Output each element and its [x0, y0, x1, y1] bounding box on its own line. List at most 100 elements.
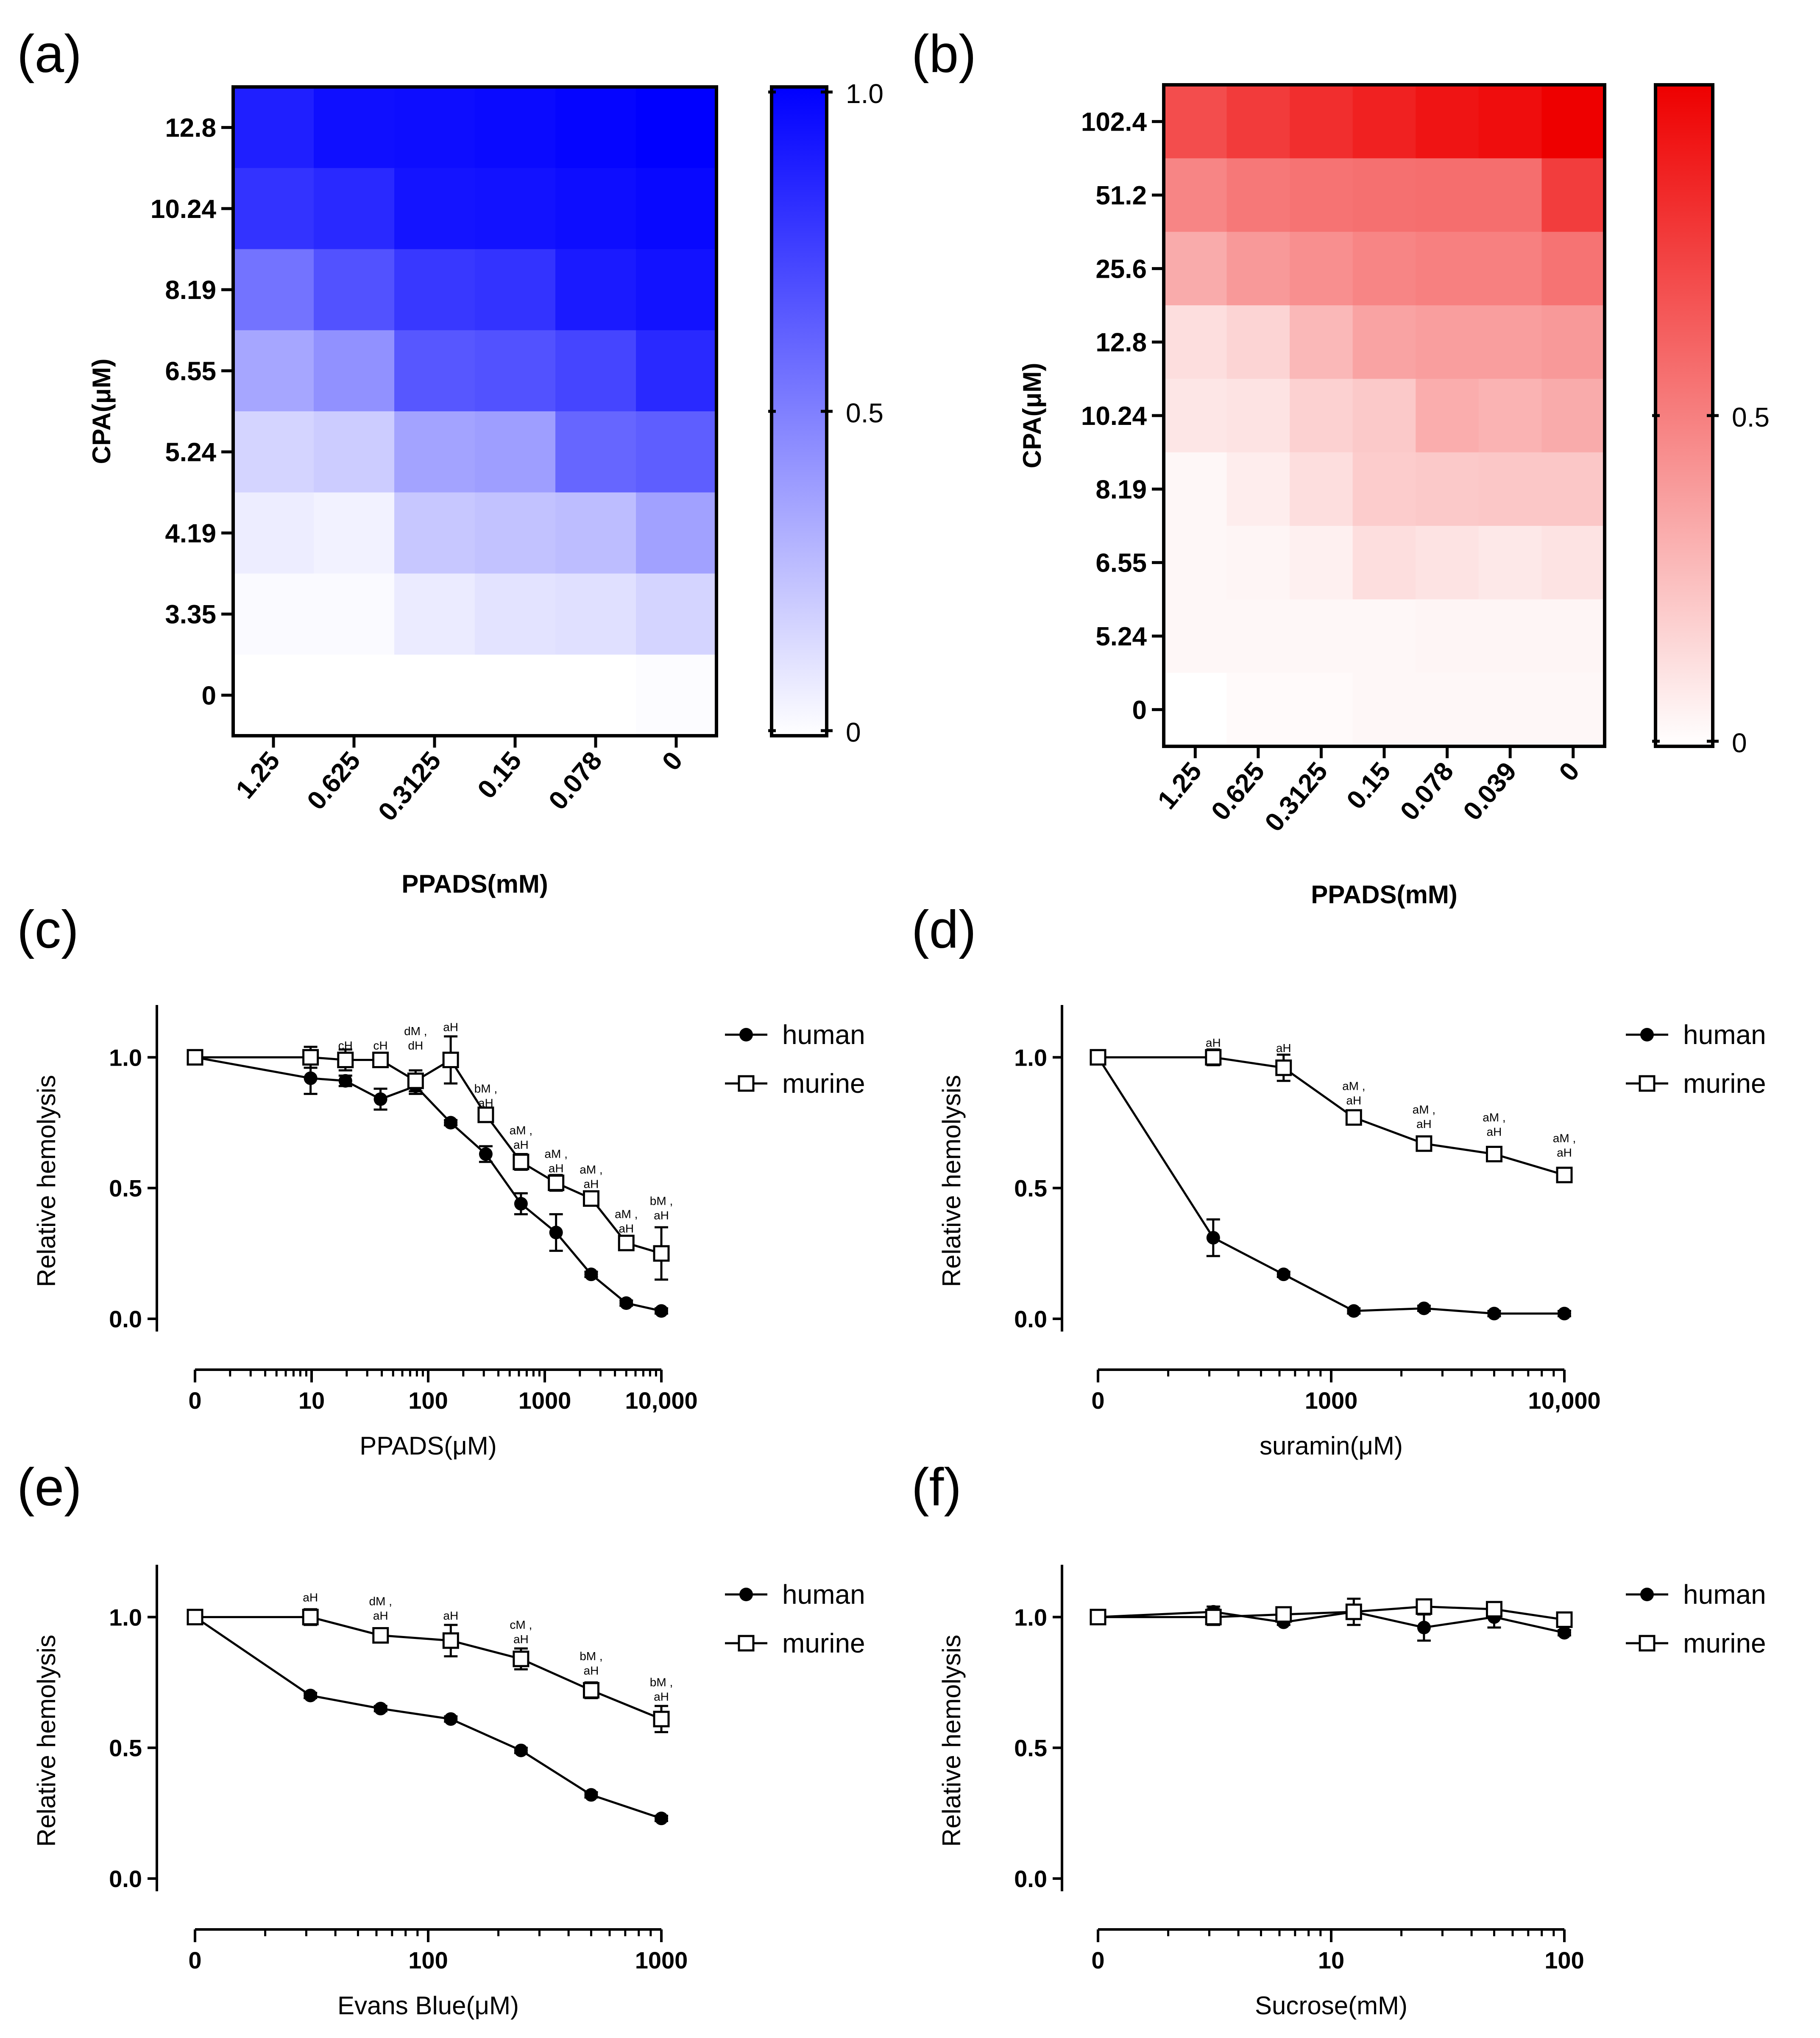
- significance-annotation: aH: [654, 1690, 669, 1703]
- y-axis-label: Relative hemolysis: [937, 1075, 966, 1287]
- significance-annotation: aM ,: [1483, 1111, 1505, 1124]
- y-tick-label: 0.0: [1014, 1865, 1047, 1892]
- heatmap-cell: [314, 330, 395, 412]
- data-point-human: [1417, 1301, 1431, 1315]
- heatmap-cell: [233, 330, 314, 412]
- legend-marker-human: [739, 1588, 753, 1601]
- heatmap-cell: [555, 573, 636, 655]
- heatmap-cell: [1290, 305, 1353, 380]
- heatmap-cell: [1541, 158, 1605, 232]
- legend-label-human: human: [782, 1019, 865, 1050]
- data-point-murine: [1345, 1603, 1362, 1620]
- heatmap-cell: [1352, 599, 1416, 673]
- data-point-murine: [583, 1190, 599, 1207]
- panel-e: (e) 0.0 0.5 1.0 0 100 1000 Evans Blue(μM) Relati…: [17, 1458, 865, 2020]
- data-point-human: [1277, 1267, 1290, 1281]
- heatmap-cell: [1352, 85, 1416, 159]
- significance-annotation: aH: [1487, 1125, 1502, 1138]
- heatmap-cell: [555, 492, 636, 574]
- legend-marker-murine: [1639, 1075, 1656, 1092]
- colorbar-tick-label: 0: [1732, 728, 1747, 758]
- data-point-human: [444, 1116, 458, 1130]
- significance-annotation: aH: [654, 1209, 669, 1222]
- y-tick-label: 1.0: [109, 1604, 142, 1630]
- data-point-murine: [1275, 1059, 1292, 1076]
- significance-annotation: aM ,: [544, 1147, 567, 1161]
- significance-annotation: aH: [513, 1633, 529, 1646]
- data-point-human: [1206, 1231, 1220, 1245]
- significance-annotation: dM ,: [404, 1025, 427, 1038]
- significance-annotation: aH: [1206, 1036, 1221, 1050]
- heatmap-cell: [394, 330, 475, 412]
- data-point-murine: [337, 1052, 354, 1068]
- significance-annotation: bM ,: [650, 1676, 673, 1689]
- x-tick-label: 100: [408, 1387, 448, 1414]
- series-murine: [187, 1035, 670, 1281]
- y-tick-label: 0.5: [1014, 1175, 1047, 1202]
- significance-annotation: aH: [549, 1162, 564, 1175]
- significance-annotation: aM ,: [1342, 1079, 1365, 1092]
- significance-annotation: aH: [1346, 1094, 1361, 1107]
- heatmap-cell: [1164, 673, 1227, 747]
- heatmap-cell: [1352, 673, 1416, 747]
- heatmap-cell: [1541, 232, 1605, 306]
- heatmap-cell: [1290, 232, 1353, 306]
- significance-annotation: aM ,: [615, 1208, 638, 1221]
- data-point-murine: [302, 1608, 319, 1625]
- data-point-human: [514, 1197, 528, 1211]
- data-point-human: [655, 1812, 668, 1826]
- data-point-human: [1487, 1307, 1501, 1321]
- significance-annotation: dH: [408, 1039, 423, 1052]
- data-point-murine: [1275, 1606, 1292, 1623]
- series-murine: [1090, 1048, 1573, 1184]
- x-axis-label: PPADS(mM): [401, 870, 548, 898]
- heatmap-cell: [475, 573, 556, 655]
- data-point-murine: [513, 1153, 530, 1170]
- significance-annotation: aH: [443, 1021, 458, 1034]
- series-murine: [1090, 1598, 1573, 1628]
- heatmap-cell: [1290, 526, 1353, 600]
- heatmap-cell: [1478, 452, 1542, 526]
- data-point-murine: [653, 1711, 670, 1728]
- heatmap-cell: [555, 168, 636, 250]
- heatmap-cell: [555, 249, 636, 331]
- heatmap-cell: [1541, 599, 1605, 673]
- heatmap-cell: [314, 573, 395, 655]
- heatmap-cell: [555, 411, 636, 493]
- heatmap-cell: [1416, 232, 1479, 306]
- panel-f: (f) 0.0 0.5 1.0 0 10 100 Sucrose(mM) Relative he…: [911, 1458, 1766, 2020]
- y-axis-label: Relative hemolysis: [937, 1635, 966, 1847]
- heatmap-cell: [314, 411, 395, 493]
- heatmap-cell: [1541, 673, 1605, 747]
- heatmap-cell: [233, 411, 314, 493]
- heatmap-cell: [1352, 452, 1416, 526]
- data-point-murine: [548, 1174, 565, 1191]
- heatmap-cell: [394, 573, 475, 655]
- panel-label-b: (b): [911, 25, 976, 84]
- y-tick-label: 0.5: [1014, 1735, 1047, 1762]
- y-tick-label: 1.0: [1014, 1044, 1047, 1071]
- panel-d: (d) 0.0 0.5 1.0 0 1000 10,000 suramin(μM) Relati…: [911, 900, 1766, 1460]
- x-axis-label: Sucrose(mM): [1255, 1991, 1408, 2020]
- panel-b: (b)102.451.225.612.810.248.196.555.2401.…: [911, 25, 1770, 909]
- panel-label-a: (a): [17, 25, 82, 84]
- y-tick-label: 25.6: [1095, 254, 1147, 284]
- heatmap-cell: [475, 492, 556, 574]
- x-tick-label: 0: [1091, 1947, 1104, 1974]
- heatmap-cell: [1164, 379, 1227, 453]
- data-point-murine: [442, 1632, 459, 1649]
- data-point-murine: [187, 1049, 203, 1066]
- x-tick-label: 1000: [518, 1387, 571, 1414]
- legend-label-murine: murine: [782, 1628, 865, 1658]
- legend-label-murine: murine: [1683, 1628, 1766, 1658]
- heatmap-cell: [1164, 158, 1227, 232]
- x-axis-label: Evans Blue(μM): [337, 1991, 519, 2020]
- data-point-human: [1558, 1626, 1571, 1640]
- heatmap-cell: [1416, 158, 1479, 232]
- x-axis-label: PPADS(μM): [360, 1432, 496, 1460]
- legend-marker-murine: [1639, 1635, 1656, 1652]
- panel-label-e: (e): [17, 1458, 82, 1517]
- x-axis-label: suramin(μM): [1260, 1432, 1403, 1460]
- heatmap-cell: [314, 87, 395, 169]
